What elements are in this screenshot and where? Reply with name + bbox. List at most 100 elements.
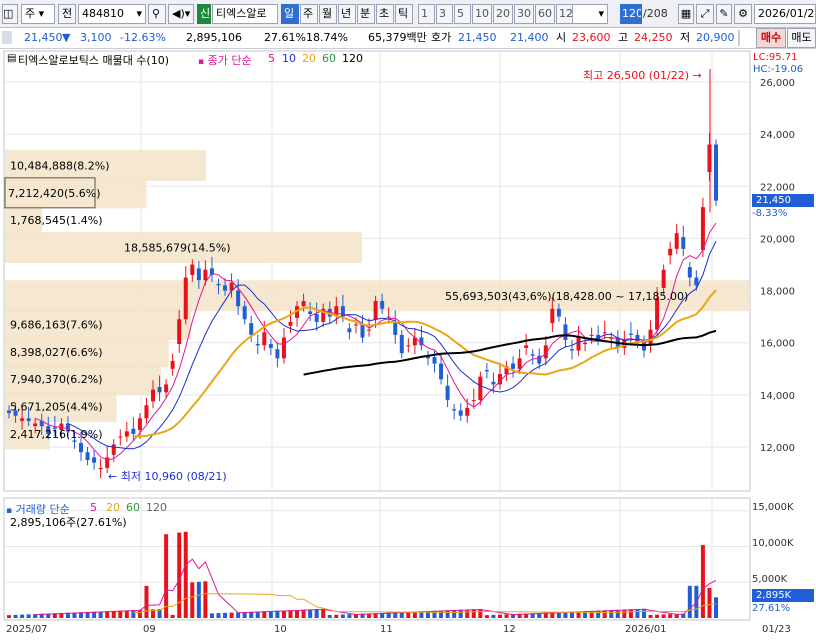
candle-body <box>360 324 365 338</box>
mode-select[interactable]: 주 ▾ <box>21 4 55 24</box>
ma-line <box>133 289 717 438</box>
volume-bar <box>622 609 627 618</box>
period-tab-5[interactable]: 초 <box>376 4 394 24</box>
volume-bar <box>249 611 254 618</box>
stock-chart[interactable]: 26,000 24,000 22,000 20,000 18,000 16,000 14,0… <box>0 49 816 640</box>
minute-tab-20[interactable]: 20 <box>493 4 513 24</box>
minute-tab-10[interactable]: 10 <box>472 4 492 24</box>
vol-label-5000k: 5,000K <box>752 574 788 585</box>
gear-icon[interactable]: ⚙ <box>734 4 752 24</box>
volume-bar <box>517 613 522 618</box>
volume-bar <box>151 609 156 618</box>
volume-bar <box>393 612 398 618</box>
count-input[interactable]: 120 <box>620 4 642 24</box>
volume-bar <box>419 611 424 618</box>
vol-ma60-legend: 60 <box>126 501 140 514</box>
period-tab-0[interactable]: 일 <box>281 4 299 24</box>
candle-body <box>151 389 156 402</box>
hc-label: HC:-19.06 <box>753 64 804 75</box>
volume-bar <box>589 610 594 618</box>
candle-body <box>628 333 633 335</box>
ma-legend-label: 종가 단순 <box>207 54 252 67</box>
candle-body <box>674 233 679 249</box>
volume-bar <box>628 609 633 618</box>
ma10-legend: 10 <box>282 52 296 65</box>
grid-icon[interactable]: ▦ <box>678 4 694 24</box>
candle-body <box>602 332 607 334</box>
candle-body <box>216 284 221 286</box>
volume-bar <box>399 612 404 618</box>
volume-bar <box>661 614 666 618</box>
period-tab-1[interactable]: 주 <box>300 4 318 24</box>
minute-tab-5[interactable]: 5 <box>454 4 471 24</box>
volume-bar <box>425 611 430 618</box>
search-icon[interactable]: ⚲ <box>148 4 166 24</box>
volume-bar <box>190 582 195 618</box>
collapse-icon[interactable] <box>2 31 12 44</box>
legend-icon: ▤ <box>7 53 17 64</box>
profile-label: 2,417,216(1.9%) <box>10 428 103 441</box>
period-tab-3[interactable]: 년 <box>338 4 356 24</box>
open-price: 23,600 <box>572 31 611 44</box>
date-input[interactable]: 2026/01/23 <box>754 4 816 24</box>
candle-body <box>530 354 535 356</box>
sell-button[interactable]: 매도 <box>787 28 816 48</box>
lc-label: LC:95.71 <box>753 52 798 63</box>
volume-current: 2,895,106주(27.61%) <box>10 516 127 529</box>
candle-body <box>458 410 463 416</box>
period-tab-6[interactable]: 틱 <box>395 4 413 24</box>
candle-body <box>524 345 529 348</box>
volume-bar <box>432 610 437 618</box>
volume-bar <box>137 609 142 618</box>
volume-bar <box>46 613 51 618</box>
minute-tab-1[interactable]: 1 <box>418 4 435 24</box>
candle-body <box>452 409 457 411</box>
candle-body <box>425 355 430 359</box>
buy-button[interactable]: 매수 <box>756 28 786 48</box>
candle-body <box>340 306 345 317</box>
volume-bar <box>583 611 588 618</box>
candle-body <box>484 370 489 372</box>
volume-bar <box>196 581 201 618</box>
stock-code-value: 484810 <box>82 7 124 20</box>
stock-code-input[interactable]: 484810 ▾ <box>78 4 146 24</box>
x-label-09: 09 <box>143 624 156 635</box>
open-label: 시 <box>556 31 567 44</box>
volume-bar <box>33 614 38 618</box>
minute-tab-60[interactable]: 60 <box>535 4 555 24</box>
candle-body <box>7 410 11 414</box>
market-button[interactable]: 전 <box>58 4 76 24</box>
candle-body <box>79 443 84 453</box>
layout-icon[interactable]: ◫ <box>2 4 18 24</box>
profile-bar <box>5 232 363 264</box>
period-tab-4[interactable]: 분 <box>357 4 375 24</box>
volume-bar <box>98 611 103 618</box>
edit-icon[interactable]: ✎ <box>716 4 732 24</box>
minute-tab-30[interactable]: 30 <box>514 4 534 24</box>
current-price: 21,450 <box>24 31 63 44</box>
price-label: 20,000 <box>760 234 795 245</box>
speaker-icon[interactable]: ◀)▾ <box>168 4 194 24</box>
price-change: 3,100 <box>80 31 112 44</box>
bid-price: 21,400 <box>510 31 549 44</box>
down-arrow-icon: ▼ <box>62 31 71 44</box>
volume-bar <box>367 613 372 618</box>
volume-bar <box>648 614 653 618</box>
minute-tab-3[interactable]: 3 <box>436 4 453 24</box>
candle-body <box>124 431 129 437</box>
volume-bar <box>105 611 110 618</box>
candle-body <box>504 366 509 374</box>
volume-bar <box>412 611 417 618</box>
volume-current-tag: 2,895K <box>752 589 814 602</box>
volume-bar <box>164 534 169 618</box>
candle-body <box>52 427 57 429</box>
period-tab-2[interactable]: 월 <box>319 4 337 24</box>
candle-body <box>321 308 326 322</box>
volume-bar <box>445 610 450 618</box>
trend-icon[interactable]: ⤢ <box>696 4 714 24</box>
ma120-legend: 120 <box>342 52 363 65</box>
minute-dropdown[interactable]: ▾ <box>572 4 608 24</box>
candle-body <box>655 298 660 330</box>
candle-body <box>196 268 201 281</box>
volume-bar <box>308 609 313 618</box>
